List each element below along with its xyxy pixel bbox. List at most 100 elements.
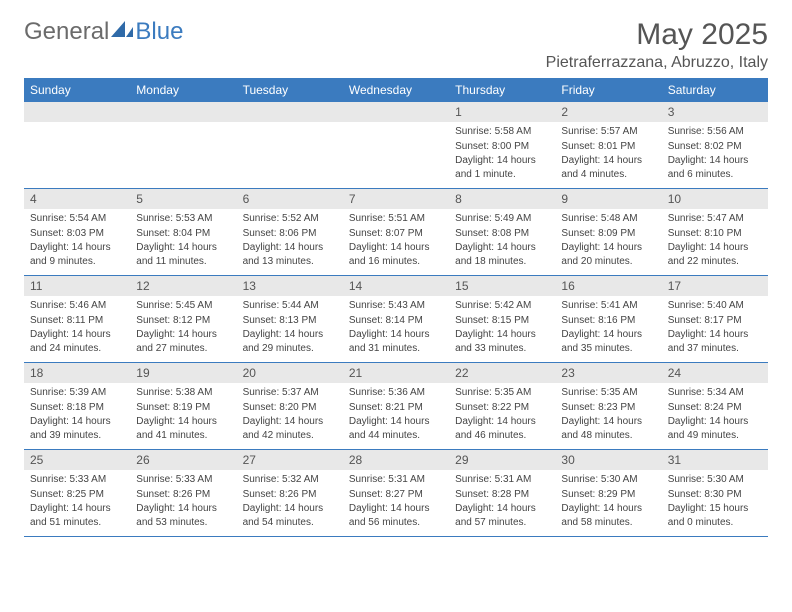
- day-cell: 22Sunrise: 5:35 AMSunset: 8:22 PMDayligh…: [449, 363, 555, 449]
- day-cell: 6Sunrise: 5:52 AMSunset: 8:06 PMDaylight…: [237, 189, 343, 275]
- day-data: Sunrise: 5:31 AMSunset: 8:27 PMDaylight:…: [343, 470, 449, 536]
- logo-text-2: Blue: [135, 18, 183, 46]
- day-cell: 21Sunrise: 5:36 AMSunset: 8:21 PMDayligh…: [343, 363, 449, 449]
- daylight-text: Daylight: 14 hours and 56 minutes.: [349, 502, 443, 529]
- sunrise-text: Sunrise: 5:43 AM: [349, 299, 443, 313]
- day-cell: 9Sunrise: 5:48 AMSunset: 8:09 PMDaylight…: [555, 189, 661, 275]
- day-cell: 24Sunrise: 5:34 AMSunset: 8:24 PMDayligh…: [662, 363, 768, 449]
- day-number: 3: [662, 102, 768, 122]
- day-data: Sunrise: 5:54 AMSunset: 8:03 PMDaylight:…: [24, 209, 130, 275]
- sunset-text: Sunset: 8:02 PM: [668, 140, 762, 154]
- sunset-text: Sunset: 8:13 PM: [243, 314, 337, 328]
- sunrise-text: Sunrise: 5:37 AM: [243, 386, 337, 400]
- day-data: Sunrise: 5:37 AMSunset: 8:20 PMDaylight:…: [237, 383, 343, 449]
- sunrise-text: Sunrise: 5:44 AM: [243, 299, 337, 313]
- sunrise-text: Sunrise: 5:48 AM: [561, 212, 655, 226]
- day-cell: 13Sunrise: 5:44 AMSunset: 8:13 PMDayligh…: [237, 276, 343, 362]
- day-cell: 8Sunrise: 5:49 AMSunset: 8:08 PMDaylight…: [449, 189, 555, 275]
- weeks-container: 1Sunrise: 5:58 AMSunset: 8:00 PMDaylight…: [24, 102, 768, 537]
- sunrise-text: Sunrise: 5:56 AM: [668, 125, 762, 139]
- day-data: Sunrise: 5:48 AMSunset: 8:09 PMDaylight:…: [555, 209, 661, 275]
- daylight-text: Daylight: 14 hours and 39 minutes.: [30, 415, 124, 442]
- day-number: 26: [130, 450, 236, 470]
- header: General Blue May 2025 Pietraferrazzana, …: [24, 18, 768, 72]
- day-cell: 4Sunrise: 5:54 AMSunset: 8:03 PMDaylight…: [24, 189, 130, 275]
- day-number: 24: [662, 363, 768, 383]
- day-number: 10: [662, 189, 768, 209]
- day-number: 9: [555, 189, 661, 209]
- location: Pietraferrazzana, Abruzzo, Italy: [546, 54, 768, 72]
- day-cell: 1Sunrise: 5:58 AMSunset: 8:00 PMDaylight…: [449, 102, 555, 188]
- day-data: Sunrise: 5:34 AMSunset: 8:24 PMDaylight:…: [662, 383, 768, 449]
- week-row: 4Sunrise: 5:54 AMSunset: 8:03 PMDaylight…: [24, 189, 768, 276]
- sunset-text: Sunset: 8:09 PM: [561, 227, 655, 241]
- day-data: Sunrise: 5:40 AMSunset: 8:17 PMDaylight:…: [662, 296, 768, 362]
- day-data: [343, 122, 449, 184]
- sunset-text: Sunset: 8:22 PM: [455, 401, 549, 415]
- sunset-text: Sunset: 8:06 PM: [243, 227, 337, 241]
- daylight-text: Daylight: 14 hours and 20 minutes.: [561, 241, 655, 268]
- sunrise-text: Sunrise: 5:33 AM: [30, 473, 124, 487]
- daylight-text: Daylight: 14 hours and 54 minutes.: [243, 502, 337, 529]
- sunset-text: Sunset: 8:14 PM: [349, 314, 443, 328]
- weekday-sat: Saturday: [662, 78, 768, 102]
- daylight-text: Daylight: 14 hours and 58 minutes.: [561, 502, 655, 529]
- sunrise-text: Sunrise: 5:36 AM: [349, 386, 443, 400]
- day-cell: 26Sunrise: 5:33 AMSunset: 8:26 PMDayligh…: [130, 450, 236, 536]
- sunset-text: Sunset: 8:10 PM: [668, 227, 762, 241]
- sunrise-text: Sunrise: 5:45 AM: [136, 299, 230, 313]
- day-cell: 19Sunrise: 5:38 AMSunset: 8:19 PMDayligh…: [130, 363, 236, 449]
- sunset-text: Sunset: 8:30 PM: [668, 488, 762, 502]
- daylight-text: Daylight: 14 hours and 51 minutes.: [30, 502, 124, 529]
- day-number: 5: [130, 189, 236, 209]
- title-block: May 2025 Pietraferrazzana, Abruzzo, Ital…: [546, 18, 768, 72]
- sunset-text: Sunset: 8:17 PM: [668, 314, 762, 328]
- weekday-tue: Tuesday: [237, 78, 343, 102]
- day-data: Sunrise: 5:45 AMSunset: 8:12 PMDaylight:…: [130, 296, 236, 362]
- sunset-text: Sunset: 8:28 PM: [455, 488, 549, 502]
- sunset-text: Sunset: 8:29 PM: [561, 488, 655, 502]
- day-number: 23: [555, 363, 661, 383]
- day-number: 1: [449, 102, 555, 122]
- day-number: 17: [662, 276, 768, 296]
- week-row: 11Sunrise: 5:46 AMSunset: 8:11 PMDayligh…: [24, 276, 768, 363]
- daylight-text: Daylight: 14 hours and 44 minutes.: [349, 415, 443, 442]
- day-number: 27: [237, 450, 343, 470]
- week-row: 25Sunrise: 5:33 AMSunset: 8:25 PMDayligh…: [24, 450, 768, 537]
- day-data: Sunrise: 5:52 AMSunset: 8:06 PMDaylight:…: [237, 209, 343, 275]
- sunset-text: Sunset: 8:04 PM: [136, 227, 230, 241]
- sunrise-text: Sunrise: 5:32 AM: [243, 473, 337, 487]
- daylight-text: Daylight: 15 hours and 0 minutes.: [668, 502, 762, 529]
- sunset-text: Sunset: 8:07 PM: [349, 227, 443, 241]
- daylight-text: Daylight: 14 hours and 46 minutes.: [455, 415, 549, 442]
- day-data: Sunrise: 5:56 AMSunset: 8:02 PMDaylight:…: [662, 122, 768, 188]
- sunset-text: Sunset: 8:00 PM: [455, 140, 549, 154]
- day-cell: 28Sunrise: 5:31 AMSunset: 8:27 PMDayligh…: [343, 450, 449, 536]
- day-data: Sunrise: 5:35 AMSunset: 8:22 PMDaylight:…: [449, 383, 555, 449]
- sunrise-text: Sunrise: 5:38 AM: [136, 386, 230, 400]
- sunset-text: Sunset: 8:03 PM: [30, 227, 124, 241]
- day-number: 6: [237, 189, 343, 209]
- day-number: 2: [555, 102, 661, 122]
- day-data: Sunrise: 5:43 AMSunset: 8:14 PMDaylight:…: [343, 296, 449, 362]
- day-number: 8: [449, 189, 555, 209]
- day-cell: [237, 102, 343, 188]
- sunrise-text: Sunrise: 5:41 AM: [561, 299, 655, 313]
- day-data: Sunrise: 5:47 AMSunset: 8:10 PMDaylight:…: [662, 209, 768, 275]
- weekday-sun: Sunday: [24, 78, 130, 102]
- day-cell: 31Sunrise: 5:30 AMSunset: 8:30 PMDayligh…: [662, 450, 768, 536]
- day-data: Sunrise: 5:33 AMSunset: 8:25 PMDaylight:…: [24, 470, 130, 536]
- daylight-text: Daylight: 14 hours and 42 minutes.: [243, 415, 337, 442]
- day-data: Sunrise: 5:35 AMSunset: 8:23 PMDaylight:…: [555, 383, 661, 449]
- day-number: 13: [237, 276, 343, 296]
- sunset-text: Sunset: 8:23 PM: [561, 401, 655, 415]
- daylight-text: Daylight: 14 hours and 22 minutes.: [668, 241, 762, 268]
- sunrise-text: Sunrise: 5:46 AM: [30, 299, 124, 313]
- day-number: 7: [343, 189, 449, 209]
- sunset-text: Sunset: 8:08 PM: [455, 227, 549, 241]
- sunset-text: Sunset: 8:27 PM: [349, 488, 443, 502]
- day-number: 29: [449, 450, 555, 470]
- day-data: Sunrise: 5:58 AMSunset: 8:00 PMDaylight:…: [449, 122, 555, 188]
- day-data: Sunrise: 5:30 AMSunset: 8:29 PMDaylight:…: [555, 470, 661, 536]
- daylight-text: Daylight: 14 hours and 11 minutes.: [136, 241, 230, 268]
